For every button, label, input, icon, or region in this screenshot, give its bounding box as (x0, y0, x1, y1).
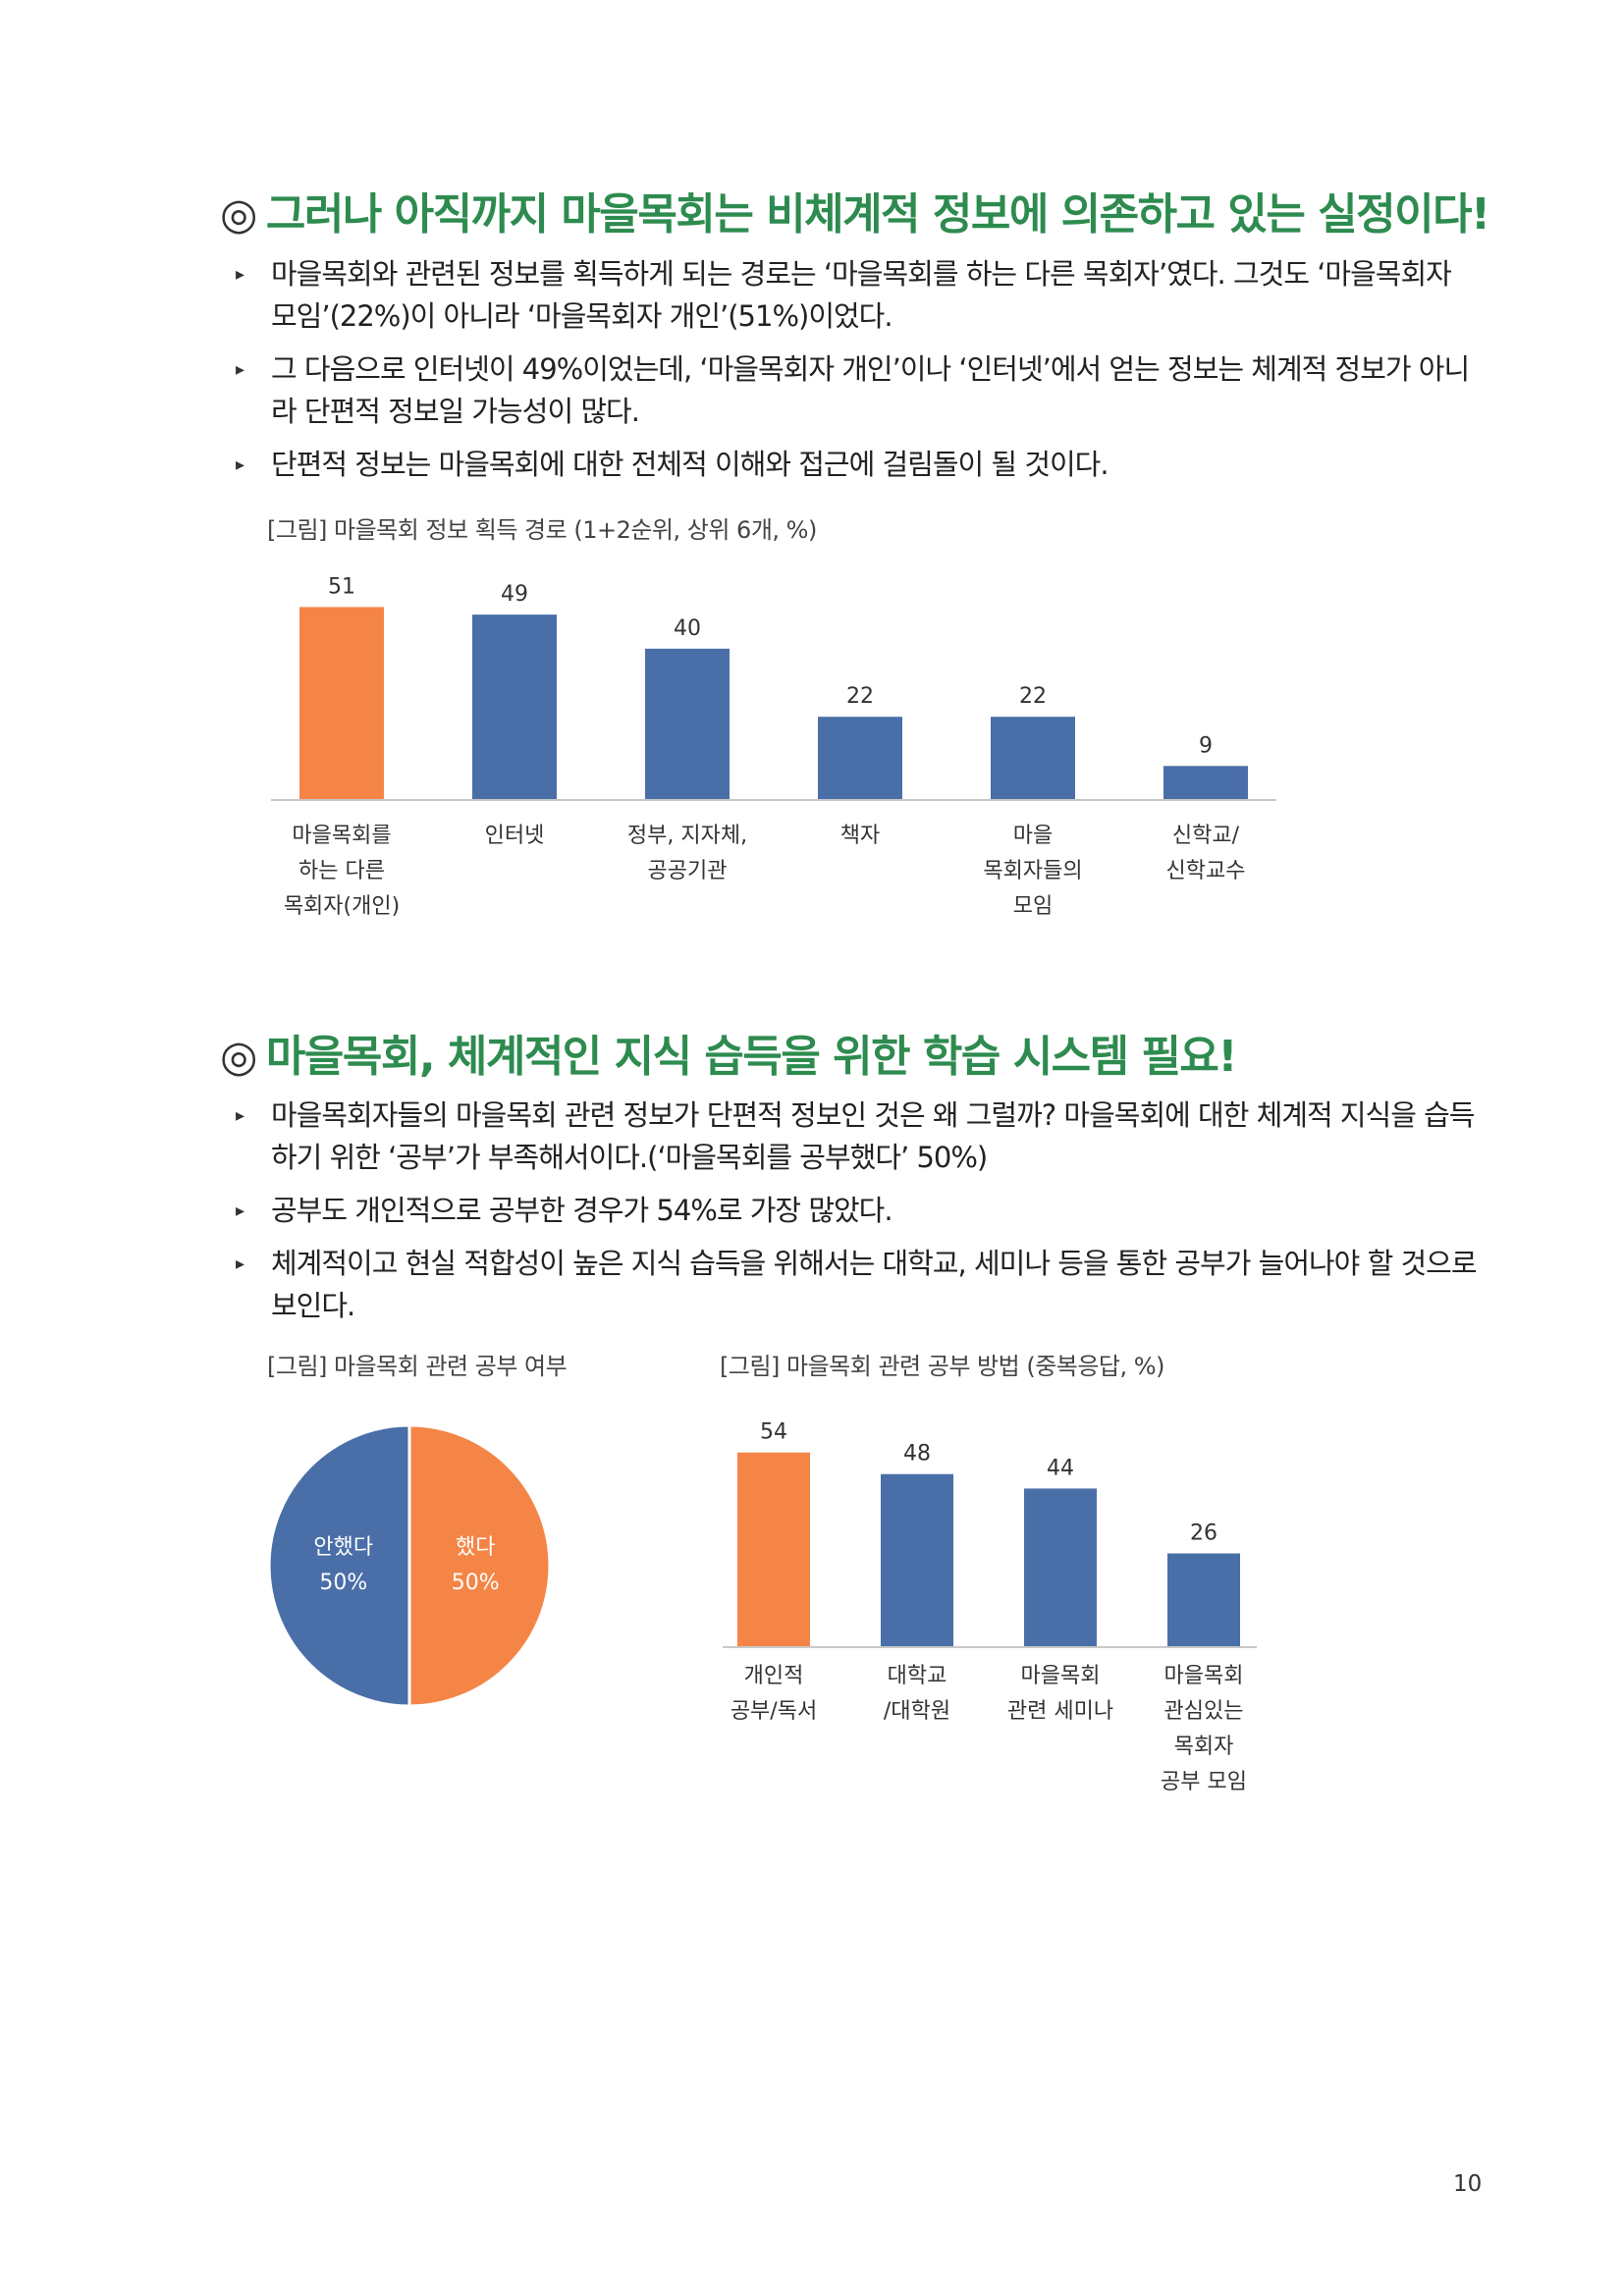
pie-slice (267, 1423, 411, 1708)
category-label: 개인적 공부/독서 (730, 1664, 817, 1724)
slice-label: 했다 (456, 1535, 495, 1560)
category-label: 마을목회를 하는 다른 목회자(개인) (284, 824, 400, 919)
section1-bullet-list: ▸ 마을목회와 관련된 정보를 획득하게 되는 경로는 ‘마을목회를 하는 다른 … (236, 253, 1483, 497)
data-label: 54 (760, 1420, 787, 1445)
bullet-icon: ▸ (236, 264, 244, 285)
study-pie-chart: 안했다 50% 했다 50% (267, 1423, 552, 1708)
bullet-text: 체계적이고 현실 적합성이 높은 지식 습득을 위해서는 대학교, 세미나 등을… (271, 1247, 1478, 1322)
bar (472, 614, 557, 800)
double-circle-icon: ◎ (220, 1032, 257, 1082)
section2-heading: ◎ 마을목회, 체계적인 지식 습득을 위한 학습 시스템 필요! (220, 1021, 1238, 1084)
category-label: 신학교/신학교수 (1166, 824, 1246, 883)
category-label: 책자 (840, 824, 880, 848)
category-label: 마을 목회자들의 모임 (983, 824, 1082, 919)
list-item: ▸ 마을목회자들의 마을목회 관련 정보가 단편적 정보인 것은 왜 그럴까? 마… (236, 1095, 1483, 1179)
data-label: 51 (328, 574, 355, 599)
section1-heading: ◎ 그러나 아직까지 마을목회는 비체계적 정보에 의존하고 있는 실정이다! (220, 179, 1490, 241)
section2-bullet-list: ▸ 마을목회자들의 마을목회 관련 정보가 단편적 정보인 것은 왜 그럴까? 마… (236, 1095, 1483, 1338)
list-item: ▸ 마을목회와 관련된 정보를 획득하게 되는 경로는 ‘마을목회를 하는 다른 … (236, 253, 1483, 338)
category-label: 마을목회 관심있는 목회자 공부 모임 (1161, 1664, 1247, 1794)
data-label: 26 (1190, 1522, 1217, 1546)
bar (1024, 1488, 1097, 1647)
data-label: 22 (846, 684, 874, 709)
info-source-bar-chart: 51 마을목회를 하는 다른 목회자(개인) 49 인터넷 40 정부, 지자체, 공공기관 22… (271, 574, 1276, 919)
list-item: ▸ 단편적 정보는 마을목회에 대한 전체적 이해와 접근에 걸림돌이 될 것이다… (236, 444, 1483, 486)
bullet-icon: ▸ (236, 359, 244, 380)
bullet-text: 마을목회와 관련된 정보를 획득하게 되는 경로는 ‘마을목회를 하는 다른 목… (271, 257, 1452, 333)
slice-label: 안했다 (313, 1535, 373, 1560)
bullet-text: 마을목회자들의 마을목회 관련 정보가 단편적 정보인 것은 왜 그럴까? 마을… (271, 1098, 1475, 1174)
data-label: 22 (1019, 684, 1047, 709)
section1-title: 그러나 아직까지 마을목회는 비체계적 정보에 의존하고 있는 실정이다! (265, 189, 1490, 240)
bar (1167, 1553, 1240, 1647)
list-item: ▸ 공부도 개인적으로 공부한 경우가 54%로 가장 많았다. (236, 1190, 1483, 1232)
category-label: 대학교/대학원 (884, 1664, 950, 1724)
bar (818, 717, 902, 800)
category-label: 마을목회 관련 세미나 (1007, 1664, 1113, 1724)
page-number: 10 (1453, 2171, 1483, 2197)
bullet-icon: ▸ (236, 1105, 244, 1126)
data-label: 44 (1047, 1456, 1074, 1480)
bar (299, 607, 384, 800)
bullet-icon: ▸ (236, 1254, 244, 1274)
data-label: 40 (674, 616, 701, 641)
section2-title: 마을목회, 체계적인 지식 습득을 위한 학습 시스템 필요! (265, 1032, 1238, 1082)
bar (991, 717, 1075, 800)
bar (881, 1473, 953, 1647)
slice-value-label: 50% (452, 1571, 500, 1595)
category-label: 정부, 지자체, 공공기관 (627, 824, 747, 883)
study-method-bar-chart: 54 개인적 공부/독서 48 대학교/대학원 44 마을목회 관련 세미나 26 마을목회 관심있… (723, 1420, 1257, 1794)
bar (1163, 766, 1248, 800)
bullet-text: 그 다음으로 인터넷이 49%이었는데, ‘마을목회자 개인’이나 ‘인터넷’에… (271, 352, 1470, 428)
slice-value-label: 50% (319, 1571, 367, 1595)
data-label: 49 (501, 582, 528, 607)
category-label: 인터넷 (485, 824, 545, 848)
pie-slice (407, 1423, 552, 1708)
data-label: 9 (1199, 733, 1213, 758)
bullet-text: 공부도 개인적으로 공부한 경우가 54%로 가장 많았다. (271, 1194, 893, 1227)
bar (737, 1452, 810, 1647)
bullet-text: 단편적 정보는 마을목회에 대한 전체적 이해와 접근에 걸림돌이 될 것이다. (271, 448, 1109, 481)
figure-caption: [그림] 마을목회 정보 획득 경로 (1+2순위, 상위 6개, %) (267, 516, 817, 544)
data-label: 48 (903, 1442, 931, 1467)
double-circle-icon: ◎ (220, 189, 257, 240)
bullet-icon: ▸ (236, 454, 244, 475)
list-item: ▸ 체계적이고 현실 적합성이 높은 지식 습득을 위해서는 대학교, 세미나 등… (236, 1243, 1483, 1327)
bar-caption: [그림] 마을목회 관련 공부 방법 (중복응답, %) (720, 1353, 1164, 1380)
bullet-icon: ▸ (236, 1201, 244, 1221)
list-item: ▸ 그 다음으로 인터넷이 49%이었는데, ‘마을목회자 개인’이나 ‘인터넷’… (236, 348, 1483, 433)
pie-caption: [그림] 마을목회 관련 공부 여부 (267, 1353, 568, 1380)
bar (645, 648, 730, 800)
